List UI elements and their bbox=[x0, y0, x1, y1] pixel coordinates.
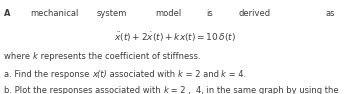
Text: k: k bbox=[178, 70, 183, 79]
Text: $\ddot{x}(t) + 2\dot{x}(t) + kx(t) = 10\,\delta(t)$: $\ddot{x}(t) + 2\dot{x}(t) + kx(t) = 10\… bbox=[114, 31, 236, 44]
Text: = 2 and: = 2 and bbox=[183, 70, 221, 79]
Text: k: k bbox=[33, 52, 38, 61]
Text: derived: derived bbox=[238, 9, 270, 18]
Text: is: is bbox=[206, 9, 212, 18]
Text: model: model bbox=[156, 9, 182, 18]
Text: associated with: associated with bbox=[107, 70, 178, 79]
Text: x(t): x(t) bbox=[92, 70, 107, 79]
Text: a. Find the response: a. Find the response bbox=[4, 70, 92, 79]
Text: as: as bbox=[326, 9, 335, 18]
Text: system: system bbox=[96, 9, 127, 18]
Text: where: where bbox=[4, 52, 33, 61]
Text: = 2 ,  4, in the same graph by using the: = 2 , 4, in the same graph by using the bbox=[168, 86, 339, 94]
Text: A: A bbox=[4, 9, 11, 18]
Text: represents the coefficient of stiffness.: represents the coefficient of stiffness. bbox=[38, 52, 201, 61]
Text: k: k bbox=[221, 70, 226, 79]
Text: b. Plot the responses associated with: b. Plot the responses associated with bbox=[4, 86, 163, 94]
Text: k: k bbox=[163, 86, 168, 94]
Text: mechanical: mechanical bbox=[30, 9, 78, 18]
Text: = 4.: = 4. bbox=[226, 70, 246, 79]
